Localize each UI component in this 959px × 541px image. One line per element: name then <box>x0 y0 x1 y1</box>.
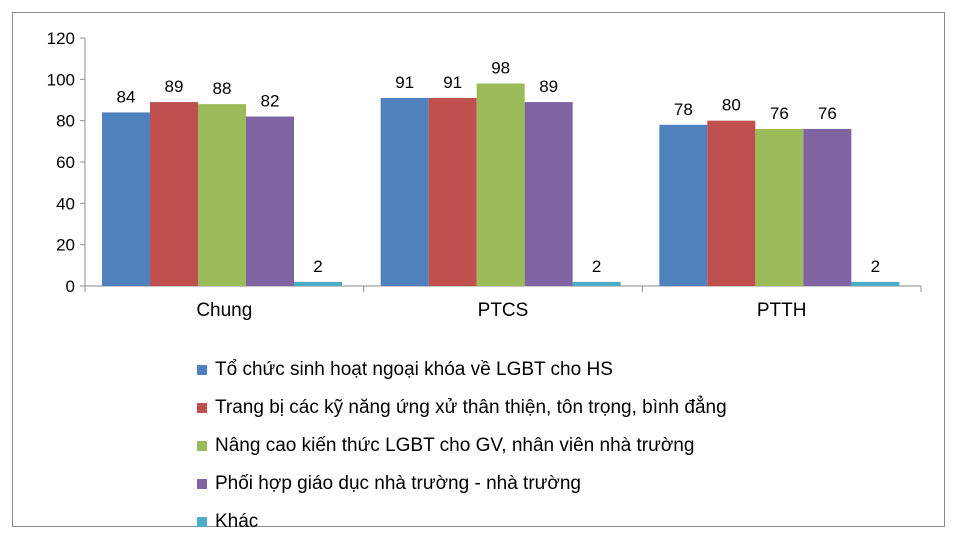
chart-legend: Tổ chức sinh hoạt ngoại khóa về LGBT cho… <box>197 351 727 541</box>
data-label: 89 <box>539 77 558 96</box>
bar <box>524 102 573 286</box>
legend-item: Tổ chức sinh hoạt ngoại khóa về LGBT cho… <box>197 351 727 389</box>
data-label: 2 <box>313 257 322 276</box>
data-label: 2 <box>871 257 880 276</box>
data-label: 88 <box>213 79 232 98</box>
bar <box>659 124 708 286</box>
data-label: 76 <box>770 104 789 123</box>
legend-swatch <box>197 517 207 527</box>
bar <box>803 128 852 286</box>
data-label: 91 <box>395 73 414 92</box>
legend-label: Tổ chức sinh hoạt ngoại khóa về LGBT cho… <box>215 359 613 380</box>
data-label: 2 <box>592 257 601 276</box>
legend-label: Trang bị các kỹ năng ứng xử thân thiện, … <box>215 397 727 418</box>
bar <box>380 97 429 286</box>
legend-swatch <box>197 479 207 489</box>
legend-item: Trang bị các kỹ năng ứng xử thân thiện, … <box>197 389 727 427</box>
data-label: 89 <box>165 77 184 96</box>
legend-swatch <box>197 441 207 451</box>
legend-label: Phối hợp giáo dục nhà trường - nhà trườn… <box>215 473 581 494</box>
legend-label: Khác <box>215 511 259 532</box>
bar <box>851 281 900 286</box>
legend-swatch <box>197 403 207 413</box>
x-category-label: Chung <box>196 300 252 321</box>
y-tick-label: 0 <box>66 277 75 296</box>
x-category-label: PTTH <box>757 300 807 321</box>
bar-chart: 0 20 40 60 80 100 120 84 89 88 82 2 Chung 91 91 98 89 2 PT… <box>47 29 922 321</box>
bar <box>102 112 150 287</box>
y-tick-label: 100 <box>47 70 75 89</box>
bar <box>428 97 477 286</box>
data-label: 80 <box>722 96 741 115</box>
bar <box>476 83 525 286</box>
data-label: 84 <box>117 87 136 106</box>
legend-item: Nâng cao kiến thức LGBT cho GV, nhân viê… <box>197 427 727 465</box>
y-tick-label: 20 <box>56 236 75 255</box>
legend-item: Khác <box>197 503 727 541</box>
legend-swatch <box>197 365 207 375</box>
data-label: 98 <box>491 58 510 77</box>
y-tick-label: 40 <box>56 194 75 213</box>
y-tick-label: 60 <box>56 153 75 172</box>
data-label: 78 <box>674 100 693 119</box>
legend-label: Nâng cao kiến thức LGBT cho GV, nhân viê… <box>215 435 695 456</box>
bar <box>198 104 246 286</box>
bar <box>294 281 342 286</box>
chart-frame: 0 20 40 60 80 100 120 84 89 88 82 2 Chung 91 91 98 89 2 PT… <box>12 12 945 532</box>
bar <box>246 116 294 287</box>
bar <box>707 120 756 287</box>
bar <box>572 281 621 286</box>
x-category-label: PTCS <box>478 300 529 321</box>
bar <box>150 102 198 286</box>
data-label: 76 <box>818 104 837 123</box>
data-label: 91 <box>443 73 462 92</box>
y-tick-label: 80 <box>56 112 75 131</box>
data-label: 82 <box>261 92 280 111</box>
y-tick-label: 120 <box>47 29 75 48</box>
bar <box>755 128 804 286</box>
legend-item: Phối hợp giáo dục nhà trường - nhà trườn… <box>197 465 727 503</box>
